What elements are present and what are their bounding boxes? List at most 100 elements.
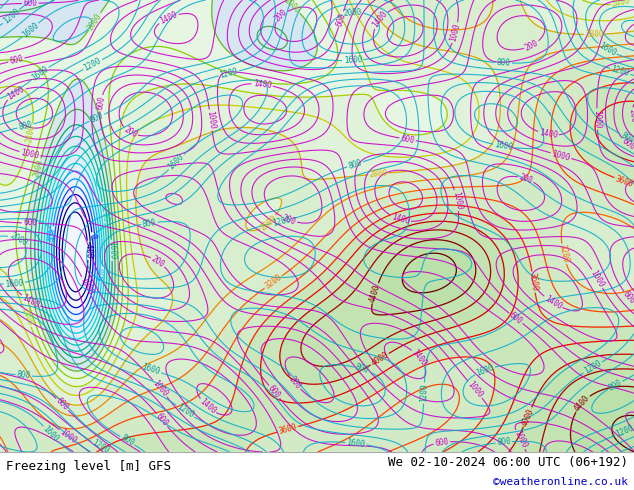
- Text: 600: 600: [400, 134, 415, 145]
- Text: 3200: 3200: [263, 273, 283, 291]
- Text: 1200: 1200: [583, 359, 603, 376]
- Text: 1200: 1200: [610, 65, 630, 78]
- Text: 600: 600: [154, 412, 170, 428]
- Text: 600: 600: [434, 437, 450, 448]
- Text: 800: 800: [142, 218, 157, 228]
- Text: 200: 200: [518, 172, 534, 185]
- Text: 1600: 1600: [346, 438, 366, 449]
- Text: Freezing level [m] GFS: Freezing level [m] GFS: [6, 460, 171, 473]
- Text: 1200: 1200: [98, 203, 110, 223]
- Text: 600: 600: [508, 311, 524, 326]
- Text: ©weatheronline.co.uk: ©weatheronline.co.uk: [493, 477, 628, 487]
- Text: 600: 600: [335, 11, 347, 27]
- Text: 1400: 1400: [6, 85, 26, 102]
- Text: 600: 600: [621, 290, 634, 306]
- Text: 2000: 2000: [343, 8, 362, 18]
- Text: 1200: 1200: [175, 402, 195, 420]
- Text: 1200: 1200: [90, 439, 110, 456]
- Text: 600: 600: [95, 96, 107, 111]
- Text: 1000: 1000: [150, 379, 169, 398]
- Text: 1600: 1600: [107, 241, 117, 260]
- Text: 1000: 1000: [466, 380, 484, 400]
- Text: 800: 800: [119, 433, 136, 448]
- Text: 1200: 1200: [614, 424, 634, 440]
- Text: 1600: 1600: [597, 41, 618, 58]
- Text: 800: 800: [16, 370, 31, 381]
- Text: 1000: 1000: [79, 276, 94, 297]
- Text: 2000: 2000: [283, 0, 302, 15]
- Text: 2000: 2000: [8, 230, 29, 247]
- Text: 200: 200: [524, 38, 540, 52]
- Text: 1600: 1600: [4, 278, 24, 289]
- Text: 1000: 1000: [588, 269, 605, 289]
- Text: 800: 800: [619, 131, 634, 145]
- Text: 1000: 1000: [205, 110, 216, 130]
- Text: We 02-10-2024 06:00 UTC (06+192): We 02-10-2024 06:00 UTC (06+192): [387, 456, 628, 469]
- Text: 1400: 1400: [20, 293, 41, 310]
- Text: 600: 600: [620, 136, 634, 151]
- Text: 600: 600: [54, 396, 70, 413]
- Text: 600: 600: [23, 219, 37, 228]
- Text: 1400: 1400: [543, 294, 563, 311]
- Text: 800: 800: [354, 363, 370, 375]
- Text: 1400: 1400: [391, 213, 411, 226]
- Text: 200: 200: [281, 213, 297, 226]
- Text: 4400: 4400: [368, 283, 382, 303]
- Text: 1400: 1400: [370, 9, 389, 29]
- Text: 600: 600: [266, 384, 282, 400]
- Text: -400: -400: [83, 241, 93, 260]
- Text: 1200: 1200: [419, 384, 429, 402]
- Text: 2800: 2800: [585, 30, 604, 39]
- Text: 1000: 1000: [58, 427, 79, 445]
- Text: 4400: 4400: [573, 393, 592, 413]
- Text: 800: 800: [607, 378, 623, 392]
- Text: 1600: 1600: [343, 55, 362, 65]
- Text: 3600: 3600: [614, 174, 634, 189]
- Text: 400: 400: [48, 227, 58, 242]
- Text: 1600: 1600: [494, 140, 514, 152]
- Text: 600: 600: [23, 0, 37, 8]
- Text: 1400: 1400: [197, 397, 217, 416]
- Text: 800: 800: [89, 111, 105, 125]
- Text: 800: 800: [347, 158, 363, 171]
- Text: 1400: 1400: [538, 128, 558, 140]
- Text: 600: 600: [9, 54, 24, 66]
- Text: 1600: 1600: [141, 363, 161, 377]
- Text: 800: 800: [97, 267, 107, 281]
- Text: 2400: 2400: [25, 124, 37, 144]
- Text: 200: 200: [287, 375, 303, 391]
- Text: 4000: 4000: [520, 407, 535, 427]
- Text: 4000: 4000: [370, 350, 390, 368]
- Text: 2400: 2400: [611, 0, 631, 9]
- Text: 800: 800: [496, 58, 511, 68]
- Text: 2800: 2800: [259, 214, 278, 232]
- Text: 1600: 1600: [20, 21, 40, 40]
- Text: 200: 200: [122, 125, 139, 140]
- Text: 1200: 1200: [219, 67, 239, 80]
- Text: 1200: 1200: [82, 56, 103, 73]
- Text: 0: 0: [87, 233, 97, 239]
- Text: 1600: 1600: [474, 363, 495, 378]
- Text: 2800: 2800: [368, 169, 388, 179]
- Text: 200: 200: [150, 254, 166, 270]
- Text: 800: 800: [496, 437, 511, 447]
- Text: 3200: 3200: [557, 244, 570, 264]
- Text: 2000: 2000: [31, 159, 45, 179]
- Text: 1000: 1000: [592, 110, 602, 128]
- Text: 1400: 1400: [410, 348, 429, 368]
- Text: 3600: 3600: [278, 422, 298, 436]
- Text: 800: 800: [18, 120, 33, 132]
- Text: 1200: 1200: [1, 7, 21, 26]
- Text: 3600: 3600: [527, 272, 540, 292]
- Text: 1000: 1000: [551, 149, 571, 163]
- Text: 1600: 1600: [41, 424, 60, 444]
- Text: 1400: 1400: [158, 10, 179, 26]
- Text: 1000: 1000: [449, 23, 462, 43]
- Text: 1200: 1200: [271, 215, 291, 228]
- Text: 200: 200: [627, 108, 634, 123]
- Text: 2400: 2400: [20, 307, 35, 327]
- Text: 1400: 1400: [252, 79, 272, 90]
- Text: 2000: 2000: [86, 11, 103, 32]
- Text: 1600: 1600: [167, 152, 186, 171]
- Text: 1600: 1600: [30, 65, 50, 83]
